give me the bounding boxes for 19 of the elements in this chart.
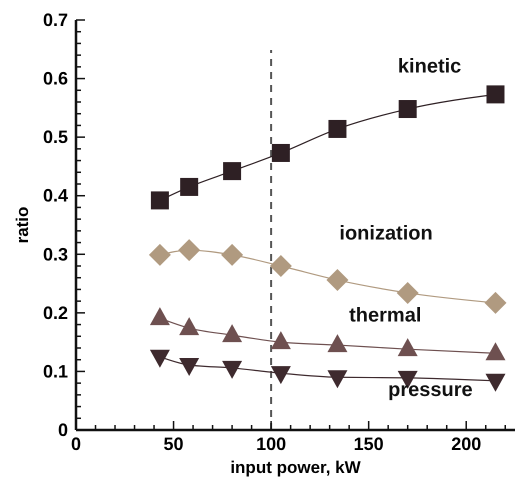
y-tick-label: 0.6: [42, 68, 68, 89]
x-tick-label: 100: [256, 434, 286, 454]
y-tick-label: 0.3: [42, 244, 68, 264]
series-label: thermal: [349, 304, 422, 327]
x-tick-label: 50: [164, 434, 184, 454]
y-tick-label: 0: [58, 420, 68, 440]
y-tick-label: 0.2: [42, 302, 68, 323]
y-axis-title: ratio: [13, 206, 32, 244]
x-tick-label: 150: [354, 434, 384, 454]
series-label: ionization: [339, 222, 433, 245]
x-tick-label: 200: [451, 434, 482, 454]
series-label: kinetic: [398, 56, 462, 78]
x-tick-label: 0: [70, 434, 82, 454]
y-tick-label: 0.1: [42, 361, 68, 382]
y-tick-label: 0.7: [42, 10, 68, 30]
y-tick-label: 0.4: [42, 186, 68, 206]
x-axis-title: input power, kW: [230, 458, 362, 477]
y-tick-label: 0.5: [42, 127, 68, 148]
series-label: pressure: [388, 379, 473, 402]
